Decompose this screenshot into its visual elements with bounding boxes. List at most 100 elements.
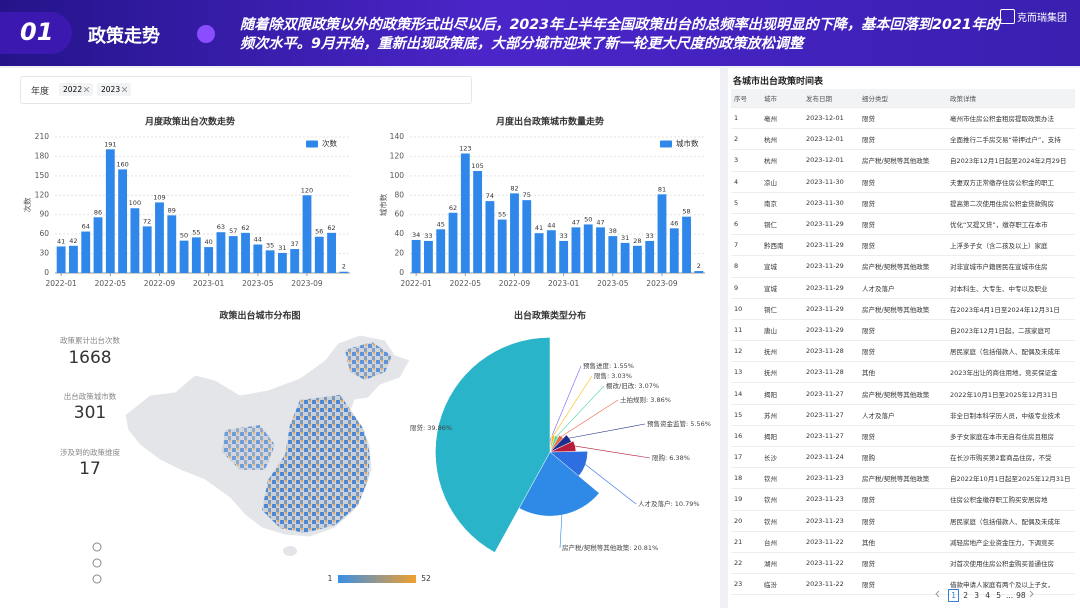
- filter-tag[interactable]: 2022: [59, 83, 93, 96]
- page-button[interactable]: 4: [985, 591, 990, 600]
- page-button[interactable]: ...: [1006, 591, 1014, 600]
- table-cell: 钦州: [761, 488, 803, 511]
- table-cell: 9: [731, 277, 761, 299]
- table-row: 15 苏州 2023-11-27 人才及落户 非全日制本科学历人员，中级专业技术: [731, 404, 1075, 426]
- table-cell: 2023-12-01: [803, 149, 859, 172]
- y-tick-label: 150: [35, 171, 50, 180]
- bar: [167, 215, 177, 273]
- y-tick-label: 180: [35, 151, 50, 160]
- bar: [620, 242, 630, 273]
- table-cell: 房产税/契税等其他政策: [859, 298, 947, 320]
- value-label: 38: [609, 227, 617, 235]
- prev-page[interactable]: [934, 589, 942, 599]
- table-cell: 2023-11-22: [803, 552, 859, 575]
- table-cell: 1: [731, 107, 761, 130]
- map-zoom-in[interactable]: [92, 558, 102, 568]
- tag-close[interactable]: [122, 87, 127, 92]
- y-axis-title: 次数: [22, 197, 32, 212]
- table-cell: 宣城: [761, 255, 803, 278]
- section-number: 01: [20, 18, 54, 46]
- table-cell: 自2023年12月1日起至2024年2月29日: [947, 149, 1075, 172]
- bar: [460, 153, 470, 273]
- dot: [197, 25, 215, 43]
- table-cell: 14: [731, 382, 761, 405]
- table-row: 14 揭阳 2023-11-27 房产税/契税等其他政策 2022年10月1日至2025…: [731, 382, 1075, 405]
- table-cell: 对本科生、大专生、中专以及职业: [947, 277, 1075, 299]
- bar: [56, 246, 66, 273]
- table-cell: 2023-11-23: [803, 510, 859, 532]
- table-cell: 17: [731, 446, 761, 469]
- map-zoom-out[interactable]: [92, 574, 102, 584]
- page-button[interactable]: 5: [996, 591, 1001, 600]
- value-label: 47: [596, 218, 604, 226]
- y-tick-label: 30: [39, 249, 49, 258]
- x-tick-label: 2022-05: [450, 279, 482, 288]
- x-tick-label: 2022-05: [95, 279, 127, 288]
- logo-icon: [1000, 9, 1015, 24]
- table-row: 10 铜仁 2023-11-29 房产税/契税等其他政策 在2023年4月1日至2024…: [731, 298, 1075, 320]
- leader-line: [553, 375, 593, 436]
- table-cell: 2023-11-27: [803, 425, 859, 448]
- chart-title: 出台政策类型分布: [514, 310, 586, 322]
- column-header: 政策详情: [947, 89, 1075, 108]
- value-label: 33: [646, 232, 654, 240]
- slice-label: 预售资金监管: 5.56%: [647, 419, 711, 428]
- page-button[interactable]: 1: [948, 589, 960, 602]
- next-page[interactable]: [1027, 589, 1035, 599]
- page-button[interactable]: 2: [963, 591, 968, 600]
- value-label: 100: [129, 199, 141, 207]
- table-cell: 2023-11-29: [803, 277, 859, 299]
- slice-label: 人才及落户: 10.79%: [638, 499, 700, 508]
- leader-line: [585, 464, 637, 505]
- tag-close[interactable]: [84, 87, 89, 92]
- stat-value: 301: [74, 403, 106, 423]
- legend-swatch: [660, 140, 672, 148]
- map-reset[interactable]: [92, 542, 102, 552]
- bar: [669, 228, 679, 273]
- map-title: 政策出台城市分布图: [219, 310, 300, 322]
- table-cell: 优化“又提又贷”，缴存职工在本市: [947, 213, 1075, 236]
- legend-label: 次数: [322, 138, 337, 148]
- stat-label: 涉及到的政策维度: [60, 447, 120, 457]
- value-label: 34: [412, 231, 420, 239]
- bar: [314, 236, 324, 273]
- bar: [327, 232, 336, 273]
- table-cell: 居民家庭（包括借款人、配偶及未成年: [947, 340, 1075, 363]
- filter-tag[interactable]: 2023: [97, 83, 131, 96]
- value-label: 44: [547, 221, 555, 229]
- value-label: 56: [315, 228, 323, 236]
- bar: [559, 240, 569, 273]
- bar: [69, 245, 78, 273]
- table-row: 20 钦州 2023-11-23 限贷 居民家庭（包括借款人、配偶及未成年: [731, 510, 1075, 532]
- x-tick-label: 2023-05: [242, 279, 274, 288]
- page-button[interactable]: 3: [974, 591, 979, 600]
- table-cell: 2023-12-01: [803, 107, 859, 130]
- value-label: 74: [486, 192, 494, 200]
- table-row: 21 台州 2023-11-22 其他 减轻房地产企业资金压力，下调竞买: [731, 531, 1075, 553]
- bar: [448, 212, 458, 273]
- table-cell: 限贷: [859, 213, 947, 236]
- bar: [241, 232, 250, 273]
- y-tick-label: 60: [39, 229, 49, 238]
- table-cell: 南京: [761, 192, 803, 214]
- value-label: 191: [104, 140, 116, 148]
- value-label: 37: [291, 240, 299, 248]
- bar: [534, 233, 544, 273]
- table-cell: 限贷: [859, 510, 947, 532]
- table-cell: 凉山: [761, 171, 803, 193]
- page-button[interactable]: 98: [1016, 591, 1026, 600]
- slice-label: 房产税/契税等其他政策: 20.81%: [562, 543, 658, 552]
- value-label: 28: [633, 237, 641, 245]
- table-cell: 限贷: [859, 488, 947, 511]
- y-tick-label: 0: [44, 268, 49, 277]
- column-header: 细分类型: [859, 89, 947, 108]
- y-tick-label: 100: [390, 171, 405, 180]
- value-label: 63: [217, 223, 225, 231]
- x-tick-label: 2022-01: [400, 279, 432, 288]
- table-cell: 铜仁: [761, 213, 803, 236]
- stat-label: 政策累计出台次数: [60, 335, 120, 345]
- table-cell: 对首次使用住房公积金购买普通住房: [947, 552, 1075, 575]
- table-cell: 湖州: [761, 552, 803, 575]
- table-cell: 20: [731, 510, 761, 532]
- table-cell: 非全日制本科学历人员，中级专业技术: [947, 404, 1075, 426]
